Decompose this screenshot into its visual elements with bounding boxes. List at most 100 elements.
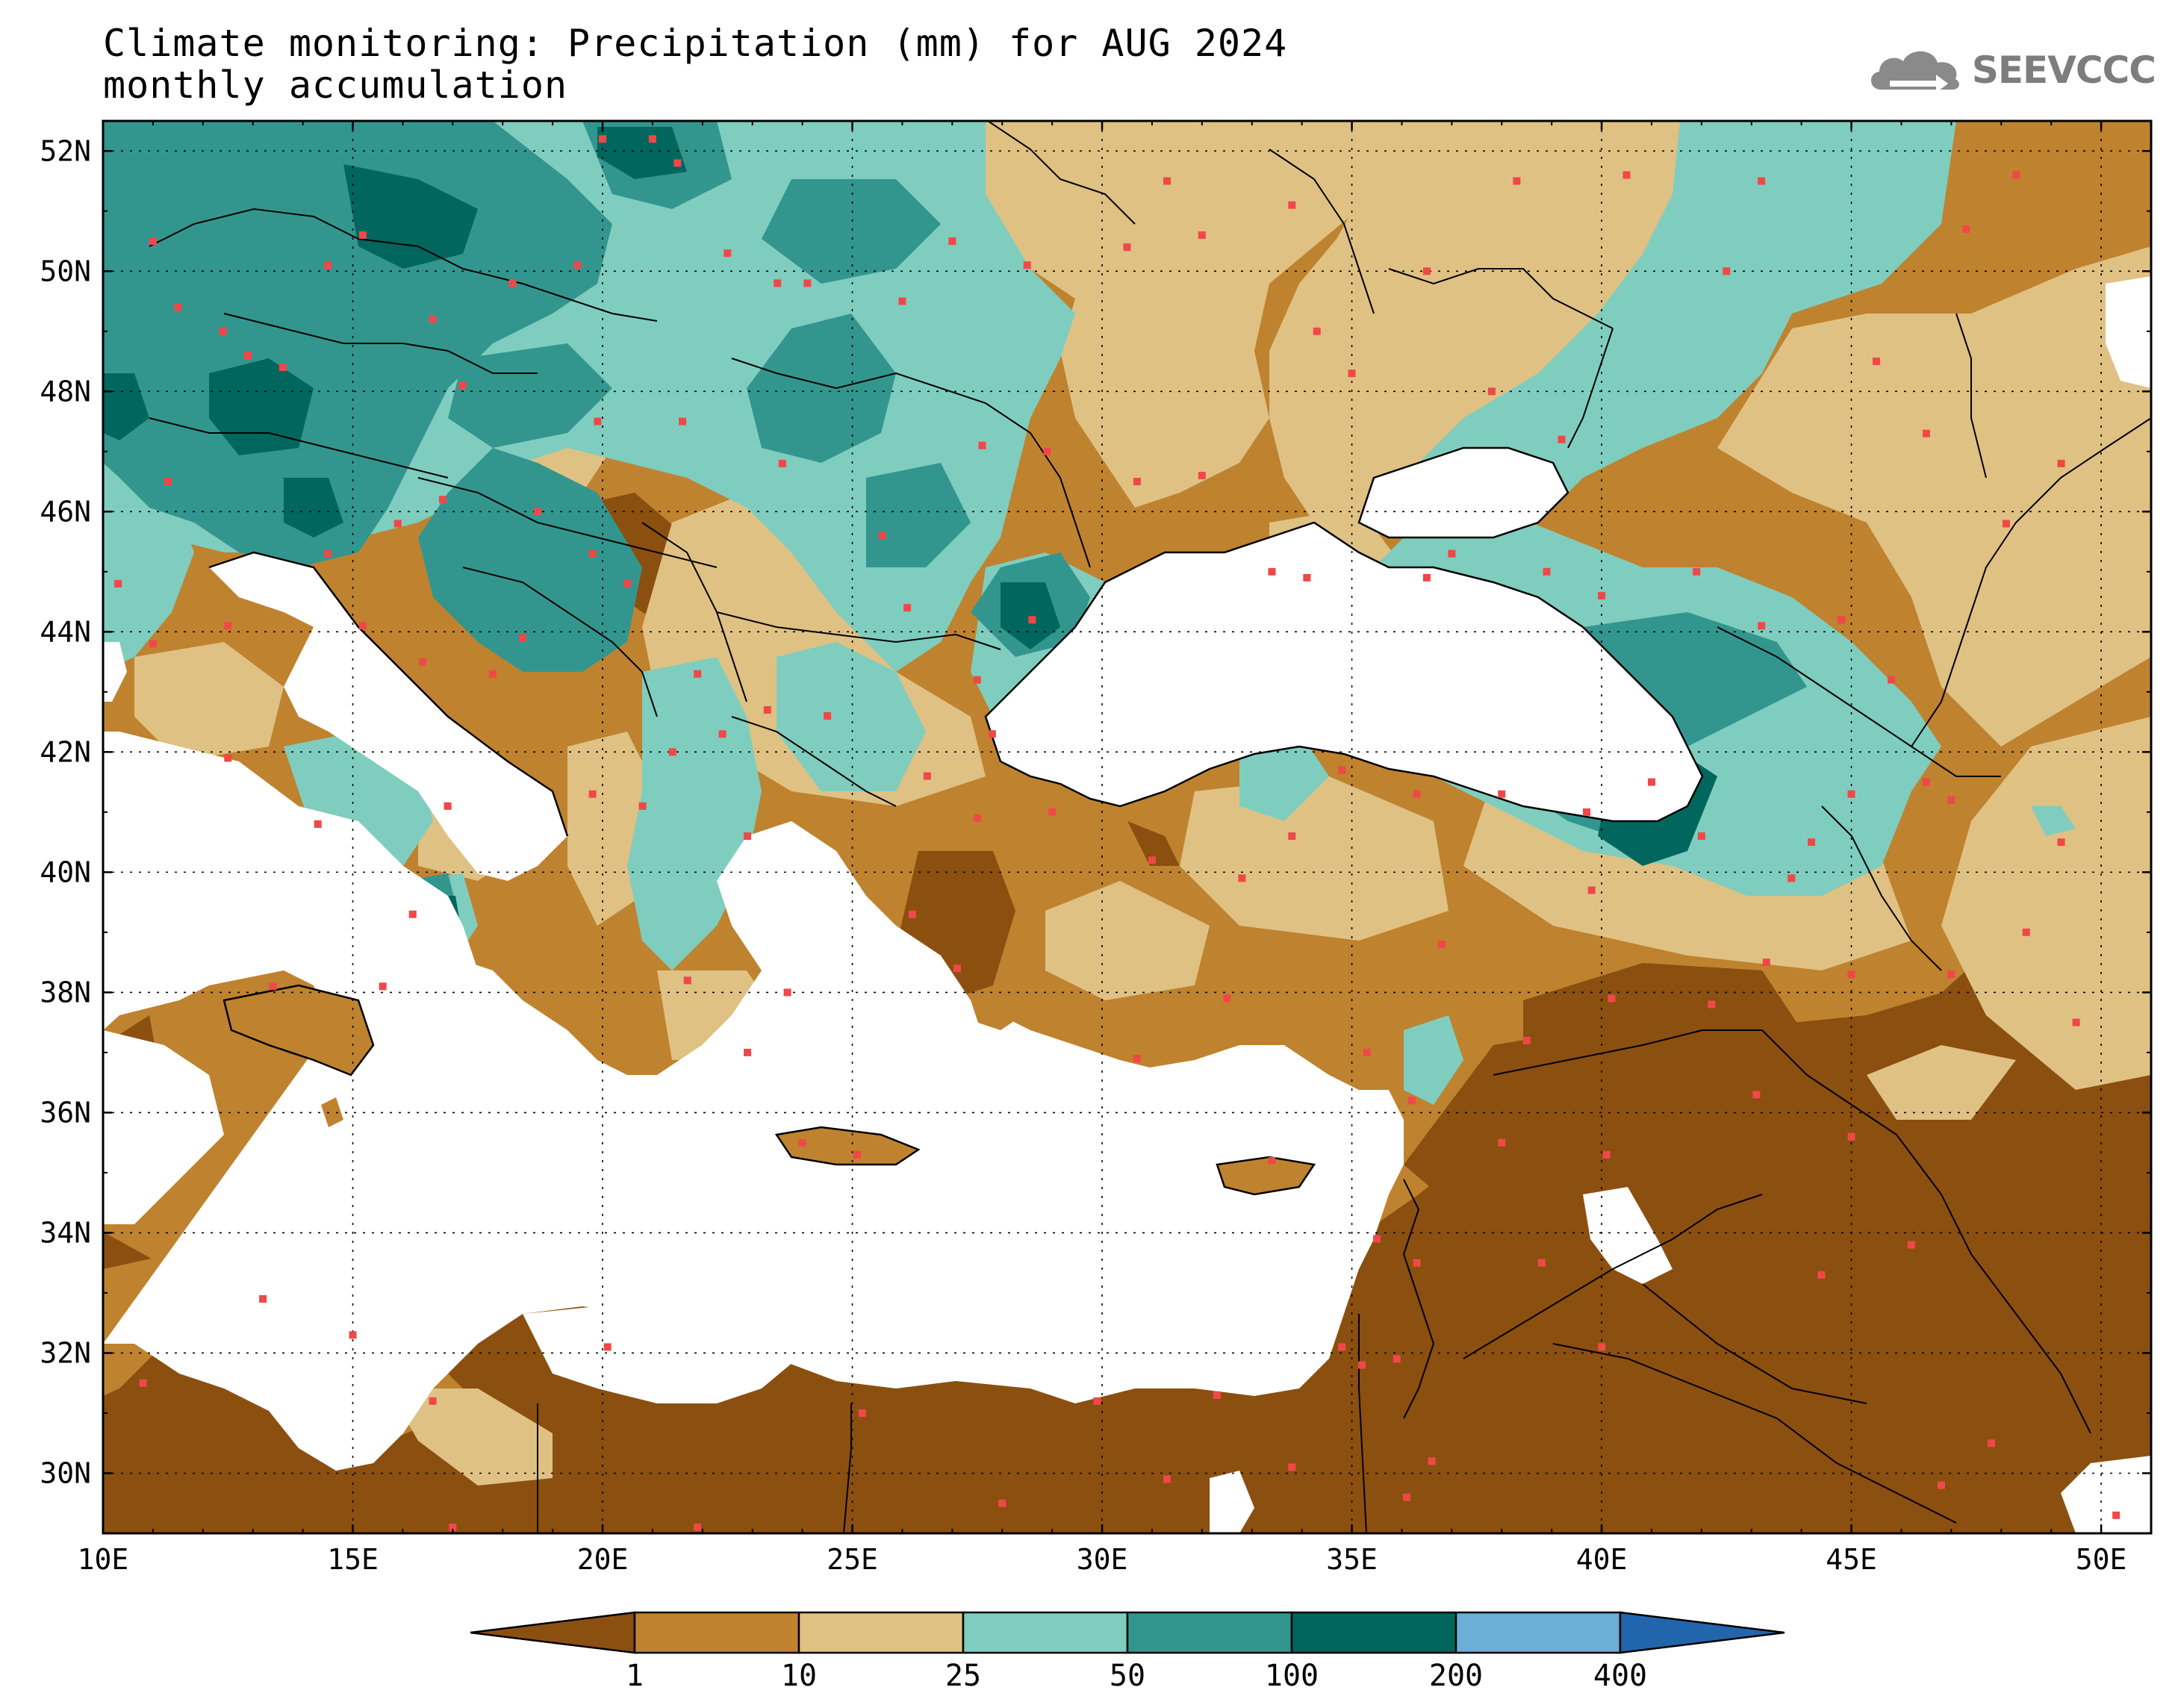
lat-tick-label: 44N xyxy=(40,615,91,648)
station-marker xyxy=(1288,201,1296,209)
station-marker xyxy=(683,976,691,985)
colorbar-label: 400 xyxy=(1593,1659,1647,1693)
station-marker xyxy=(1962,225,1970,233)
station-marker xyxy=(324,261,332,269)
station-marker xyxy=(623,579,632,587)
station-marker xyxy=(679,417,687,426)
station-marker xyxy=(1313,327,1321,335)
chart-subtitle: monthly accumulation xyxy=(103,63,568,107)
colorbar-label: 200 xyxy=(1429,1659,1483,1693)
country-borders xyxy=(149,121,2151,1533)
colorbar-box xyxy=(797,1611,965,1654)
lon-tick-label: 30E xyxy=(1077,1543,1128,1576)
station-marker xyxy=(1413,790,1421,798)
station-marker xyxy=(1522,1036,1531,1044)
colorbar-max-arrow xyxy=(1619,1611,1785,1654)
lat-tick-label: 34N xyxy=(40,1216,91,1249)
lat-tick-label: 42N xyxy=(40,735,91,768)
station-marker xyxy=(953,964,962,973)
station-marker xyxy=(1198,231,1206,239)
station-marker xyxy=(1093,1397,1101,1405)
station-marker xyxy=(1213,1391,1221,1399)
station-marker xyxy=(1338,1343,1346,1351)
station-marker xyxy=(149,237,157,246)
station-marker xyxy=(224,754,232,762)
station-marker xyxy=(1422,573,1431,582)
station-marker xyxy=(1817,1271,1826,1279)
station-marker xyxy=(774,279,782,287)
station-marker xyxy=(1537,1259,1546,1267)
station-marker xyxy=(1922,778,1930,786)
station-marker xyxy=(588,549,597,558)
station-marker xyxy=(1647,778,1655,786)
colorbar-box xyxy=(1454,1611,1622,1654)
axis-ticks xyxy=(102,121,2152,1534)
lat-tick-label: 40N xyxy=(40,855,91,888)
station-marker xyxy=(1023,261,1031,269)
station-marker xyxy=(349,1331,357,1339)
station-marker xyxy=(1752,1091,1761,1099)
station-marker xyxy=(438,496,446,504)
station-marker xyxy=(1513,177,1521,185)
station-marker xyxy=(978,441,986,449)
station-marker xyxy=(1288,832,1296,841)
station-marker xyxy=(1838,616,1846,624)
colorbar-box xyxy=(633,1611,800,1654)
station-marker xyxy=(1048,808,1057,816)
station-marker xyxy=(1987,1439,1995,1447)
station-marker xyxy=(1598,1343,1606,1351)
station-marker xyxy=(988,730,996,738)
station-marker xyxy=(139,1379,147,1387)
station-marker xyxy=(114,579,122,587)
station-marker xyxy=(393,520,402,528)
station-marker xyxy=(878,532,886,540)
station-marker xyxy=(824,712,832,720)
station-marker xyxy=(1238,874,1246,882)
station-marker xyxy=(1403,1493,1411,1501)
lon-tick-label: 25E xyxy=(827,1543,878,1576)
station-marker xyxy=(244,351,252,359)
station-marker xyxy=(1363,1048,1371,1056)
station-marker xyxy=(269,982,277,991)
station-marker xyxy=(1133,1054,1141,1062)
station-marker xyxy=(763,706,771,714)
station-marker xyxy=(1787,874,1796,882)
station-marker xyxy=(694,670,702,678)
colorbar-label: 100 xyxy=(1265,1659,1319,1693)
station-marker xyxy=(1163,1475,1171,1483)
station-marker xyxy=(1598,592,1606,600)
station-marker xyxy=(1847,790,1855,798)
station-marker xyxy=(853,1150,862,1159)
lon-tick-label: 15E xyxy=(327,1543,379,1576)
station-marker xyxy=(1587,886,1596,894)
station-marker xyxy=(1723,267,1731,275)
station-marker xyxy=(1357,1361,1366,1369)
colorbar-label: 1 xyxy=(626,1659,644,1693)
axis-tick-labels: 10E 15E 20E 25E 30E 35E 40E 45E 50E 30N 32N 34N 36N 3… xyxy=(40,134,2126,1576)
station-marker xyxy=(358,231,367,239)
station-marker xyxy=(2112,1511,2120,1519)
lon-tick-label: 10E xyxy=(78,1543,129,1576)
station-marker xyxy=(908,910,916,918)
station-marker xyxy=(1198,472,1206,480)
station-marker xyxy=(1608,994,1616,1003)
station-marker xyxy=(858,1409,866,1417)
station-marker xyxy=(1393,1355,1401,1363)
station-marker xyxy=(1413,1259,1421,1267)
station-marker xyxy=(718,730,726,738)
station-marker xyxy=(599,135,607,143)
station-marker xyxy=(1268,567,1276,576)
station-marker xyxy=(2057,838,2065,847)
station-marker xyxy=(783,988,791,997)
station-marker xyxy=(279,364,287,372)
station-marker xyxy=(1133,478,1141,486)
station-marker xyxy=(358,622,367,630)
map-fields xyxy=(103,121,2151,1533)
station-marker xyxy=(149,640,157,648)
station-marker xyxy=(1693,567,1701,576)
station-marker xyxy=(1303,573,1311,582)
station-marker xyxy=(2072,1018,2080,1026)
station-marker xyxy=(1583,808,1591,816)
station-marker xyxy=(518,634,526,642)
